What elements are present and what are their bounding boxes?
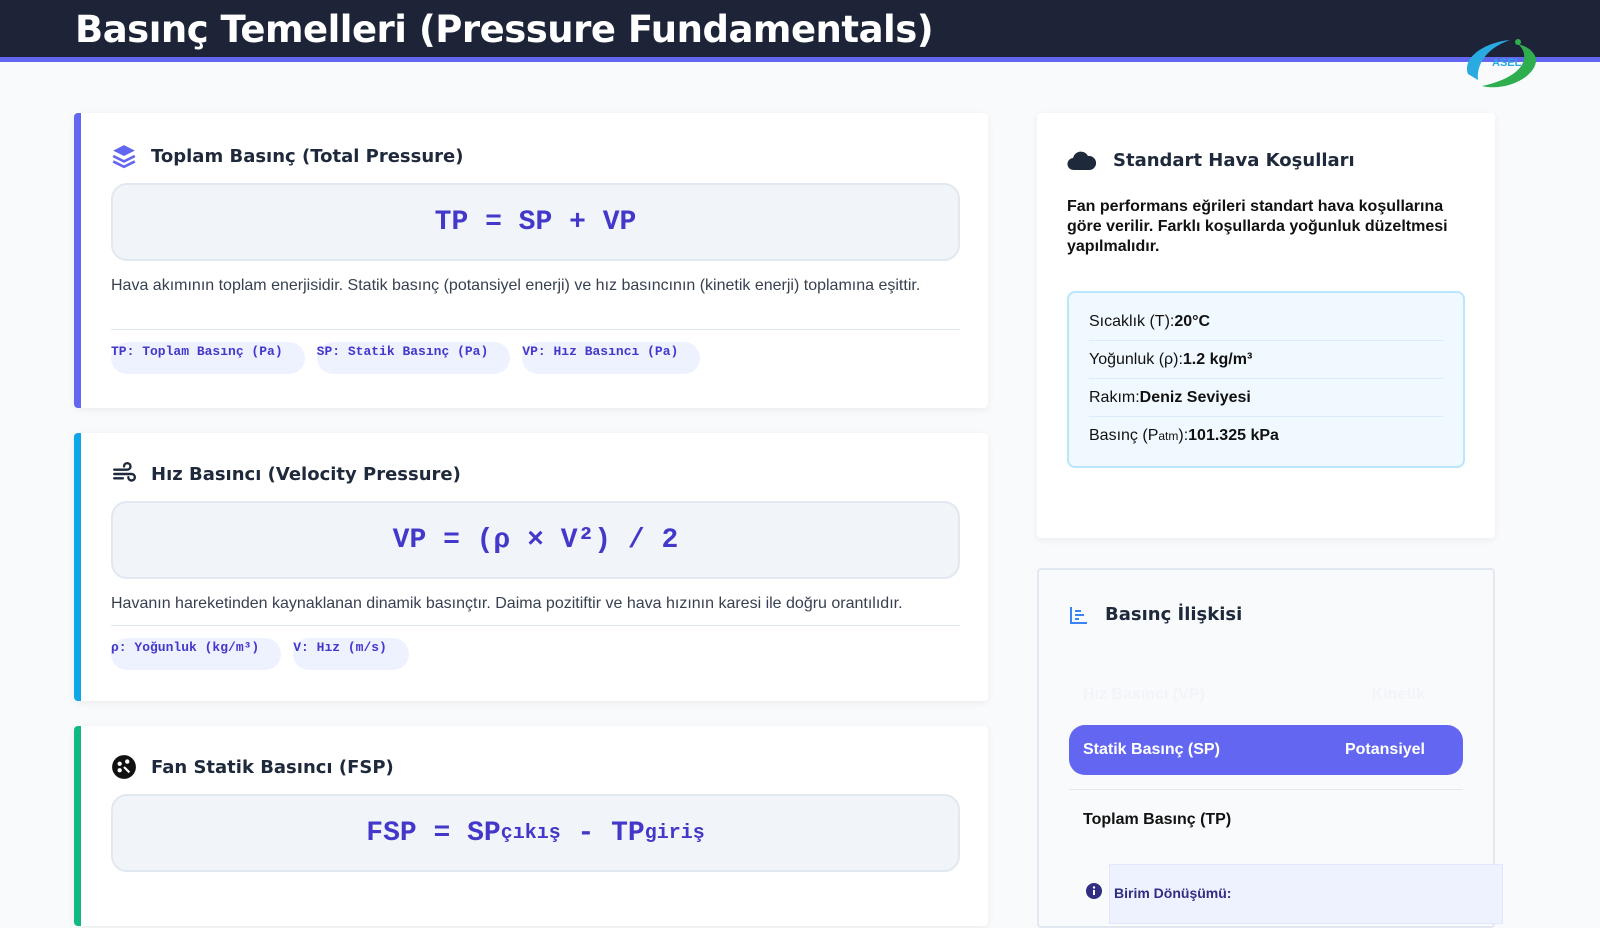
relation-name: Hız Basıncı (VP) — [1083, 686, 1205, 703]
conditions-box: Sıcaklık (T):20°C Yoğunluk (ρ):1.2 kg/m³… — [1067, 291, 1465, 468]
formula-box: TP = SP + VP — [111, 183, 960, 261]
page-title: Basınç Temelleri (Pressure Fundamentals) — [75, 8, 934, 51]
relation-row: Toplam Basınç (TP) — [1069, 796, 1463, 844]
divider — [1069, 789, 1463, 790]
condition-label: ): — [1178, 427, 1189, 444]
relation-name: Statik Basınç (SP) — [1083, 741, 1220, 758]
formula-part: - TP — [560, 817, 645, 849]
info-icon — [1086, 883, 1102, 899]
condition-row: Sıcaklık (T):20°C — [1089, 303, 1443, 341]
condition-row: Basınç (Patm):101.325 kPa — [1089, 417, 1443, 454]
relation-name: Toplam Basınç (TP) — [1083, 811, 1232, 828]
relation-type: Potansiyel — [1344, 741, 1425, 758]
section-title: Standart Hava Koşulları — [1113, 149, 1355, 171]
total-pressure-card: Toplam Basınç (Total Pressure) TP = SP +… — [74, 113, 988, 408]
formula-box: FSP = SP çıkış - TP giriş — [111, 794, 960, 872]
standard-air-card: Standart Hava Koşulları Fan performans e… — [1037, 113, 1495, 538]
variable-chip: SP: Statik Basınç (Pa) — [316, 342, 511, 374]
formula-subscript: giriş — [644, 821, 705, 845]
fan-static-pressure-card: Fan Statik Basıncı (FSP) FSP = SP çıkış -… — [74, 726, 988, 926]
unit-conversion-note: Birim Dönüşümü: — [1086, 864, 1503, 924]
variable-chip: ρ: Yoğunluk (kg/m³) — [111, 638, 282, 670]
condition-label: Basınç (P — [1089, 427, 1159, 444]
condition-label: Sıcaklık (T): — [1089, 313, 1175, 330]
card-description: Havanın hareketinden kaynaklanan dinamik… — [111, 595, 903, 612]
card-title: Hız Basıncı (Velocity Pressure) — [151, 463, 461, 485]
condition-value: 1.2 kg/m³ — [1182, 351, 1253, 368]
relation-row-active: Statik Basınç (SP) Potansiyel — [1069, 725, 1463, 775]
condition-row: Yoğunluk (ρ):1.2 kg/m³ — [1089, 341, 1443, 379]
pressure-relation-card: Basınç İlişkisi Hız Basıncı (VP) Kinetik … — [1037, 568, 1503, 928]
card-title: Fan Statik Basıncı (FSP) — [151, 756, 394, 778]
section-title: Basınç İlişkisi — [1105, 604, 1243, 625]
condition-label: Rakım: — [1089, 389, 1140, 406]
condition-row: Rakım:Deniz Seviyesi — [1089, 379, 1443, 417]
formula-subscript: çıkış — [500, 821, 561, 845]
card-title: Toplam Basınç (Total Pressure) — [151, 145, 464, 167]
formula-part: FSP = SP — [366, 817, 501, 849]
condition-label-sub: atm — [1158, 429, 1179, 443]
relation-type: Kinetik — [1371, 686, 1425, 703]
section-description: Fan performans eğrileri standart hava ko… — [1067, 198, 1448, 255]
condition-value: Deniz Seviyesi — [1139, 389, 1251, 406]
cloud-icon — [1067, 151, 1097, 171]
header: Basınç Temelleri (Pressure Fundamentals)… — [0, 0, 1600, 88]
variable-chip: V: Hız (m/s) — [293, 638, 409, 670]
divider — [111, 329, 960, 330]
layers-icon — [112, 145, 136, 169]
note-label: Birim Dönüşümü: — [1114, 885, 1232, 901]
formula-box: VP = (ρ × V²) / 2 — [111, 501, 960, 579]
fan-icon — [112, 755, 136, 779]
condition-value: 101.325 kPa — [1188, 427, 1279, 444]
variable-chip: TP: Toplam Basınç (Pa) — [111, 342, 305, 374]
divider — [111, 625, 960, 626]
wind-icon — [113, 462, 136, 482]
velocity-pressure-card: Hız Basıncı (Velocity Pressure) VP = (ρ … — [74, 433, 988, 701]
condition-value: 20°C — [1174, 313, 1211, 330]
svg-text:ASEL: ASEL — [1492, 57, 1522, 69]
relation-row: Hız Basıncı (VP) Kinetik — [1069, 671, 1463, 719]
card-description: Hava akımının toplam enerjisidir. Statik… — [111, 277, 921, 294]
company-logo: ASEL — [1467, 39, 1537, 88]
condition-label: Yoğunluk (ρ): — [1089, 351, 1183, 368]
variable-chip: VP: Hız Basıncı (Pa) — [522, 342, 701, 374]
chart-bar-icon — [1070, 606, 1087, 624]
